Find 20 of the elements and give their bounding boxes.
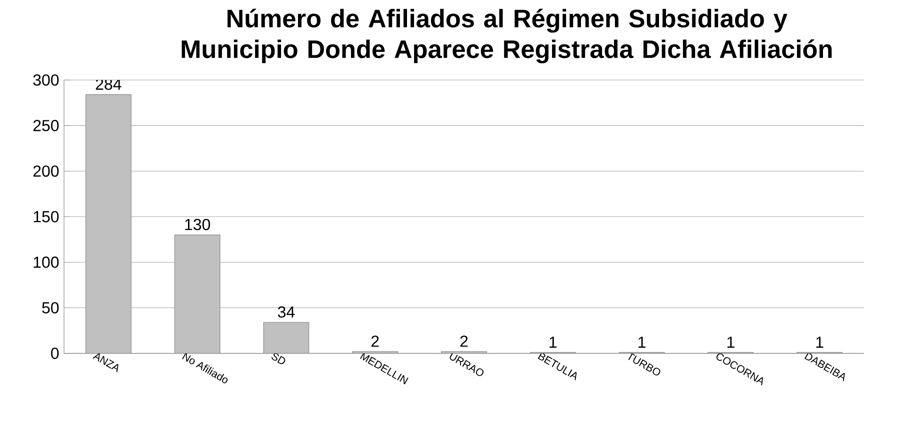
data-label: 1 [727, 336, 734, 348]
data-label: 2 [460, 336, 468, 347]
y-tick-label: 300 [33, 74, 59, 86]
data-label: 1 [816, 336, 824, 348]
bar [174, 235, 220, 354]
y-tick-label: 200 [33, 166, 59, 177]
y-tick-label: 100 [34, 256, 59, 268]
y-tick-label: 50 [42, 302, 59, 314]
data-label: 2 [371, 336, 379, 347]
chart-title: Número de Afiliados al Régimen Subsidiado y Municipio Donde Aparece Registrada Dicha Afiliación [182, 8, 832, 64]
y-tick-label: 0 [51, 348, 59, 360]
bar [264, 322, 309, 354]
data-label: 130 [185, 219, 210, 230]
data-label: 1 [550, 336, 557, 348]
y-tick-label: 150 [34, 211, 59, 222]
y-tick-label: 250 [33, 120, 59, 132]
data-label: 34 [278, 306, 295, 318]
data-label: 1 [638, 336, 646, 348]
bar [86, 94, 132, 354]
x-tick-label: SD [272, 353, 286, 364]
